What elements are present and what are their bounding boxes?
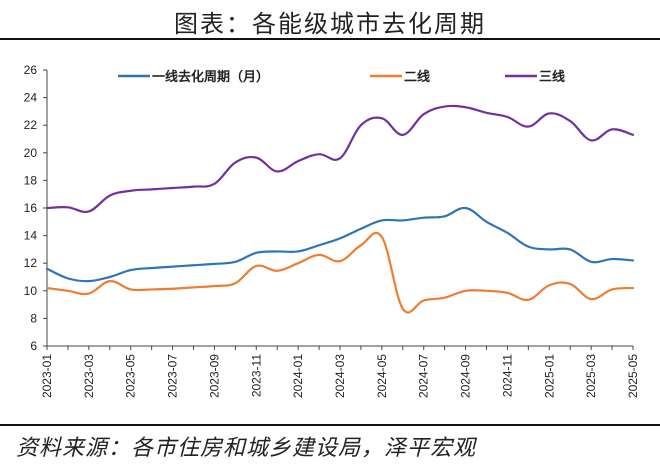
line-chart: 6 8 10 12 14 16 18 20 22 24 26 2023-01 2023-03 2023-0… bbox=[24, 63, 640, 398]
x-tick-label: 2024-07 bbox=[417, 354, 431, 398]
x-tick-label: 2023-09 bbox=[207, 354, 221, 398]
series-line-tier3 bbox=[45, 104, 635, 214]
x-tick-label: 2023-05 bbox=[124, 354, 138, 398]
y-tick-label: 26 bbox=[24, 63, 38, 77]
y-tick-label: 14 bbox=[24, 229, 38, 243]
x-tick-label: 2023-01 bbox=[40, 354, 54, 398]
x-tick-label: 2025-05 bbox=[626, 354, 640, 398]
x-tick-label: 2024-11 bbox=[500, 354, 514, 397]
x-tick-label: 2023-03 bbox=[82, 354, 96, 398]
y-tick-label: 20 bbox=[24, 146, 38, 160]
x-tick-label: 2023-07 bbox=[166, 354, 180, 398]
legend-label: 一线去化周期（月） bbox=[152, 69, 269, 85]
x-tick-label: 2024-09 bbox=[459, 354, 473, 398]
chart-series bbox=[45, 104, 635, 314]
x-tick-label: 2023-11 bbox=[249, 354, 263, 397]
legend-label: 二线 bbox=[404, 69, 430, 85]
y-tick-label: 8 bbox=[30, 311, 37, 325]
source-rule bbox=[0, 424, 660, 426]
series-line-tier2 bbox=[45, 231, 635, 314]
x-tick-label: 2024-05 bbox=[375, 354, 389, 398]
y-tick-label: 24 bbox=[24, 91, 38, 105]
series-line-tier1 bbox=[45, 206, 635, 283]
y-tick-label: 6 bbox=[30, 339, 37, 353]
y-tick-label: 18 bbox=[24, 173, 38, 187]
x-tick-label: 2024-01 bbox=[291, 354, 305, 398]
y-tick-label: 22 bbox=[24, 118, 38, 132]
y-tick-label: 12 bbox=[24, 256, 38, 270]
chart-axes: 6 8 10 12 14 16 18 20 22 24 26 2023-01 2023-03 2023-0… bbox=[24, 63, 640, 398]
x-tick-label: 2025-01 bbox=[542, 354, 556, 398]
x-tick-label: 2025-03 bbox=[584, 354, 598, 398]
chart-legend: 一线去化周期（月） 二线 三线 bbox=[118, 69, 565, 85]
legend-label: 三线 bbox=[539, 69, 565, 85]
page-title: 图表：各能级城市去化周期 bbox=[174, 10, 486, 38]
title-rule bbox=[0, 38, 660, 40]
y-tick-label: 16 bbox=[24, 201, 38, 215]
y-tick-label: 10 bbox=[24, 284, 38, 298]
source-note: 资料来源：各市住房和城乡建设局，泽平宏观 bbox=[16, 436, 477, 461]
x-tick-label: 2024-03 bbox=[333, 354, 347, 398]
